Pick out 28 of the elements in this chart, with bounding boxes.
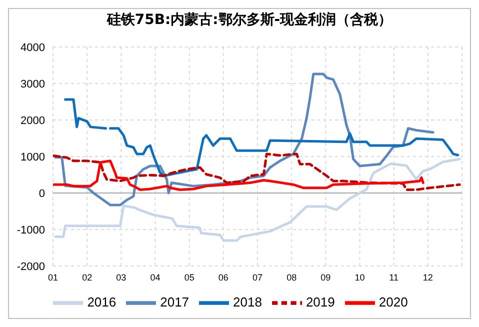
y-tick-label: 1000 <box>20 151 45 164</box>
x-tick-label: 03 <box>116 272 126 282</box>
x-tick-label: 08 <box>286 272 297 282</box>
x-tick-label: 07 <box>252 272 263 282</box>
legend-label: 2018 <box>233 294 262 310</box>
x-tick-label: 05 <box>184 272 194 282</box>
x-tick-label: 06 <box>218 272 228 282</box>
x-tick-label: 02 <box>82 272 92 282</box>
legend-label: 2020 <box>378 294 408 310</box>
y-tick-label: 0 <box>38 188 45 200</box>
y-tick-label: -2000 <box>16 260 45 273</box>
x-tick-label: 01 <box>48 272 58 282</box>
x-tick-label: 04 <box>150 272 160 282</box>
y-tick-label: 4000 <box>20 42 45 54</box>
y-tick-label: 2000 <box>20 114 45 127</box>
legend-label: 2019 <box>306 294 335 310</box>
legend-label: 2017 <box>160 294 190 310</box>
y-tick-label: -1000 <box>16 224 45 236</box>
x-tick-label: 12 <box>422 272 433 282</box>
line-series <box>54 158 461 242</box>
x-tick-label: 10 <box>354 272 365 282</box>
x-tick-label: 09 <box>320 272 331 282</box>
x-tick-label: 11 <box>389 272 399 282</box>
line-series <box>53 152 461 191</box>
legend-label: 2016 <box>87 294 116 310</box>
y-tick-label: 3000 <box>20 78 45 90</box>
line-series <box>53 160 424 191</box>
chart-title: 硅铁75B:内蒙古:鄂尔多斯-现金利润（含税） <box>106 10 394 30</box>
